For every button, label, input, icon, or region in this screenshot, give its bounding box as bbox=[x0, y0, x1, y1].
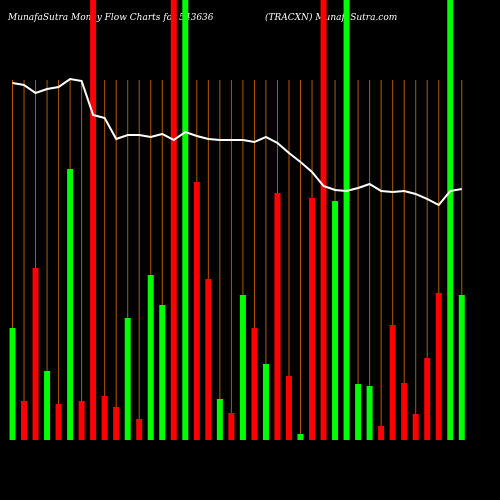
bar bbox=[136, 419, 143, 440]
bar bbox=[366, 386, 373, 440]
bar bbox=[251, 328, 258, 440]
bar bbox=[274, 193, 281, 440]
bar bbox=[193, 182, 200, 440]
bar bbox=[262, 364, 269, 440]
bar bbox=[297, 434, 304, 440]
bar bbox=[101, 396, 108, 440]
bar bbox=[378, 426, 385, 440]
bar bbox=[182, 0, 189, 440]
bar bbox=[113, 407, 120, 440]
bar bbox=[447, 0, 454, 440]
bar bbox=[458, 295, 465, 440]
money-flow-line bbox=[12, 77, 462, 207]
bar bbox=[343, 0, 350, 440]
bar bbox=[170, 0, 177, 440]
chart-subtitle: (TRACXN) MunafaSutra.com bbox=[265, 12, 397, 23]
bar bbox=[239, 295, 246, 440]
bar bbox=[205, 279, 212, 440]
bar bbox=[90, 0, 97, 440]
bar bbox=[412, 414, 419, 440]
bar bbox=[424, 358, 431, 440]
bar bbox=[309, 198, 316, 440]
bar bbox=[389, 325, 396, 440]
bar bbox=[332, 201, 339, 440]
bar bbox=[9, 328, 16, 440]
bar bbox=[55, 404, 62, 440]
bar bbox=[228, 413, 235, 440]
bar bbox=[401, 383, 408, 440]
bar bbox=[44, 371, 51, 440]
bar bbox=[159, 305, 166, 440]
bar bbox=[216, 399, 223, 440]
bar bbox=[78, 401, 85, 440]
bar bbox=[67, 169, 74, 440]
bar bbox=[355, 384, 362, 440]
bar bbox=[285, 376, 292, 440]
bar bbox=[32, 268, 39, 440]
bar bbox=[320, 0, 327, 440]
bar bbox=[435, 293, 442, 440]
chart-title: MunafaSutra Money Flow Charts for 543636 bbox=[7, 13, 214, 23]
bar bbox=[147, 275, 154, 440]
bar bbox=[21, 401, 28, 440]
bar bbox=[124, 318, 131, 440]
